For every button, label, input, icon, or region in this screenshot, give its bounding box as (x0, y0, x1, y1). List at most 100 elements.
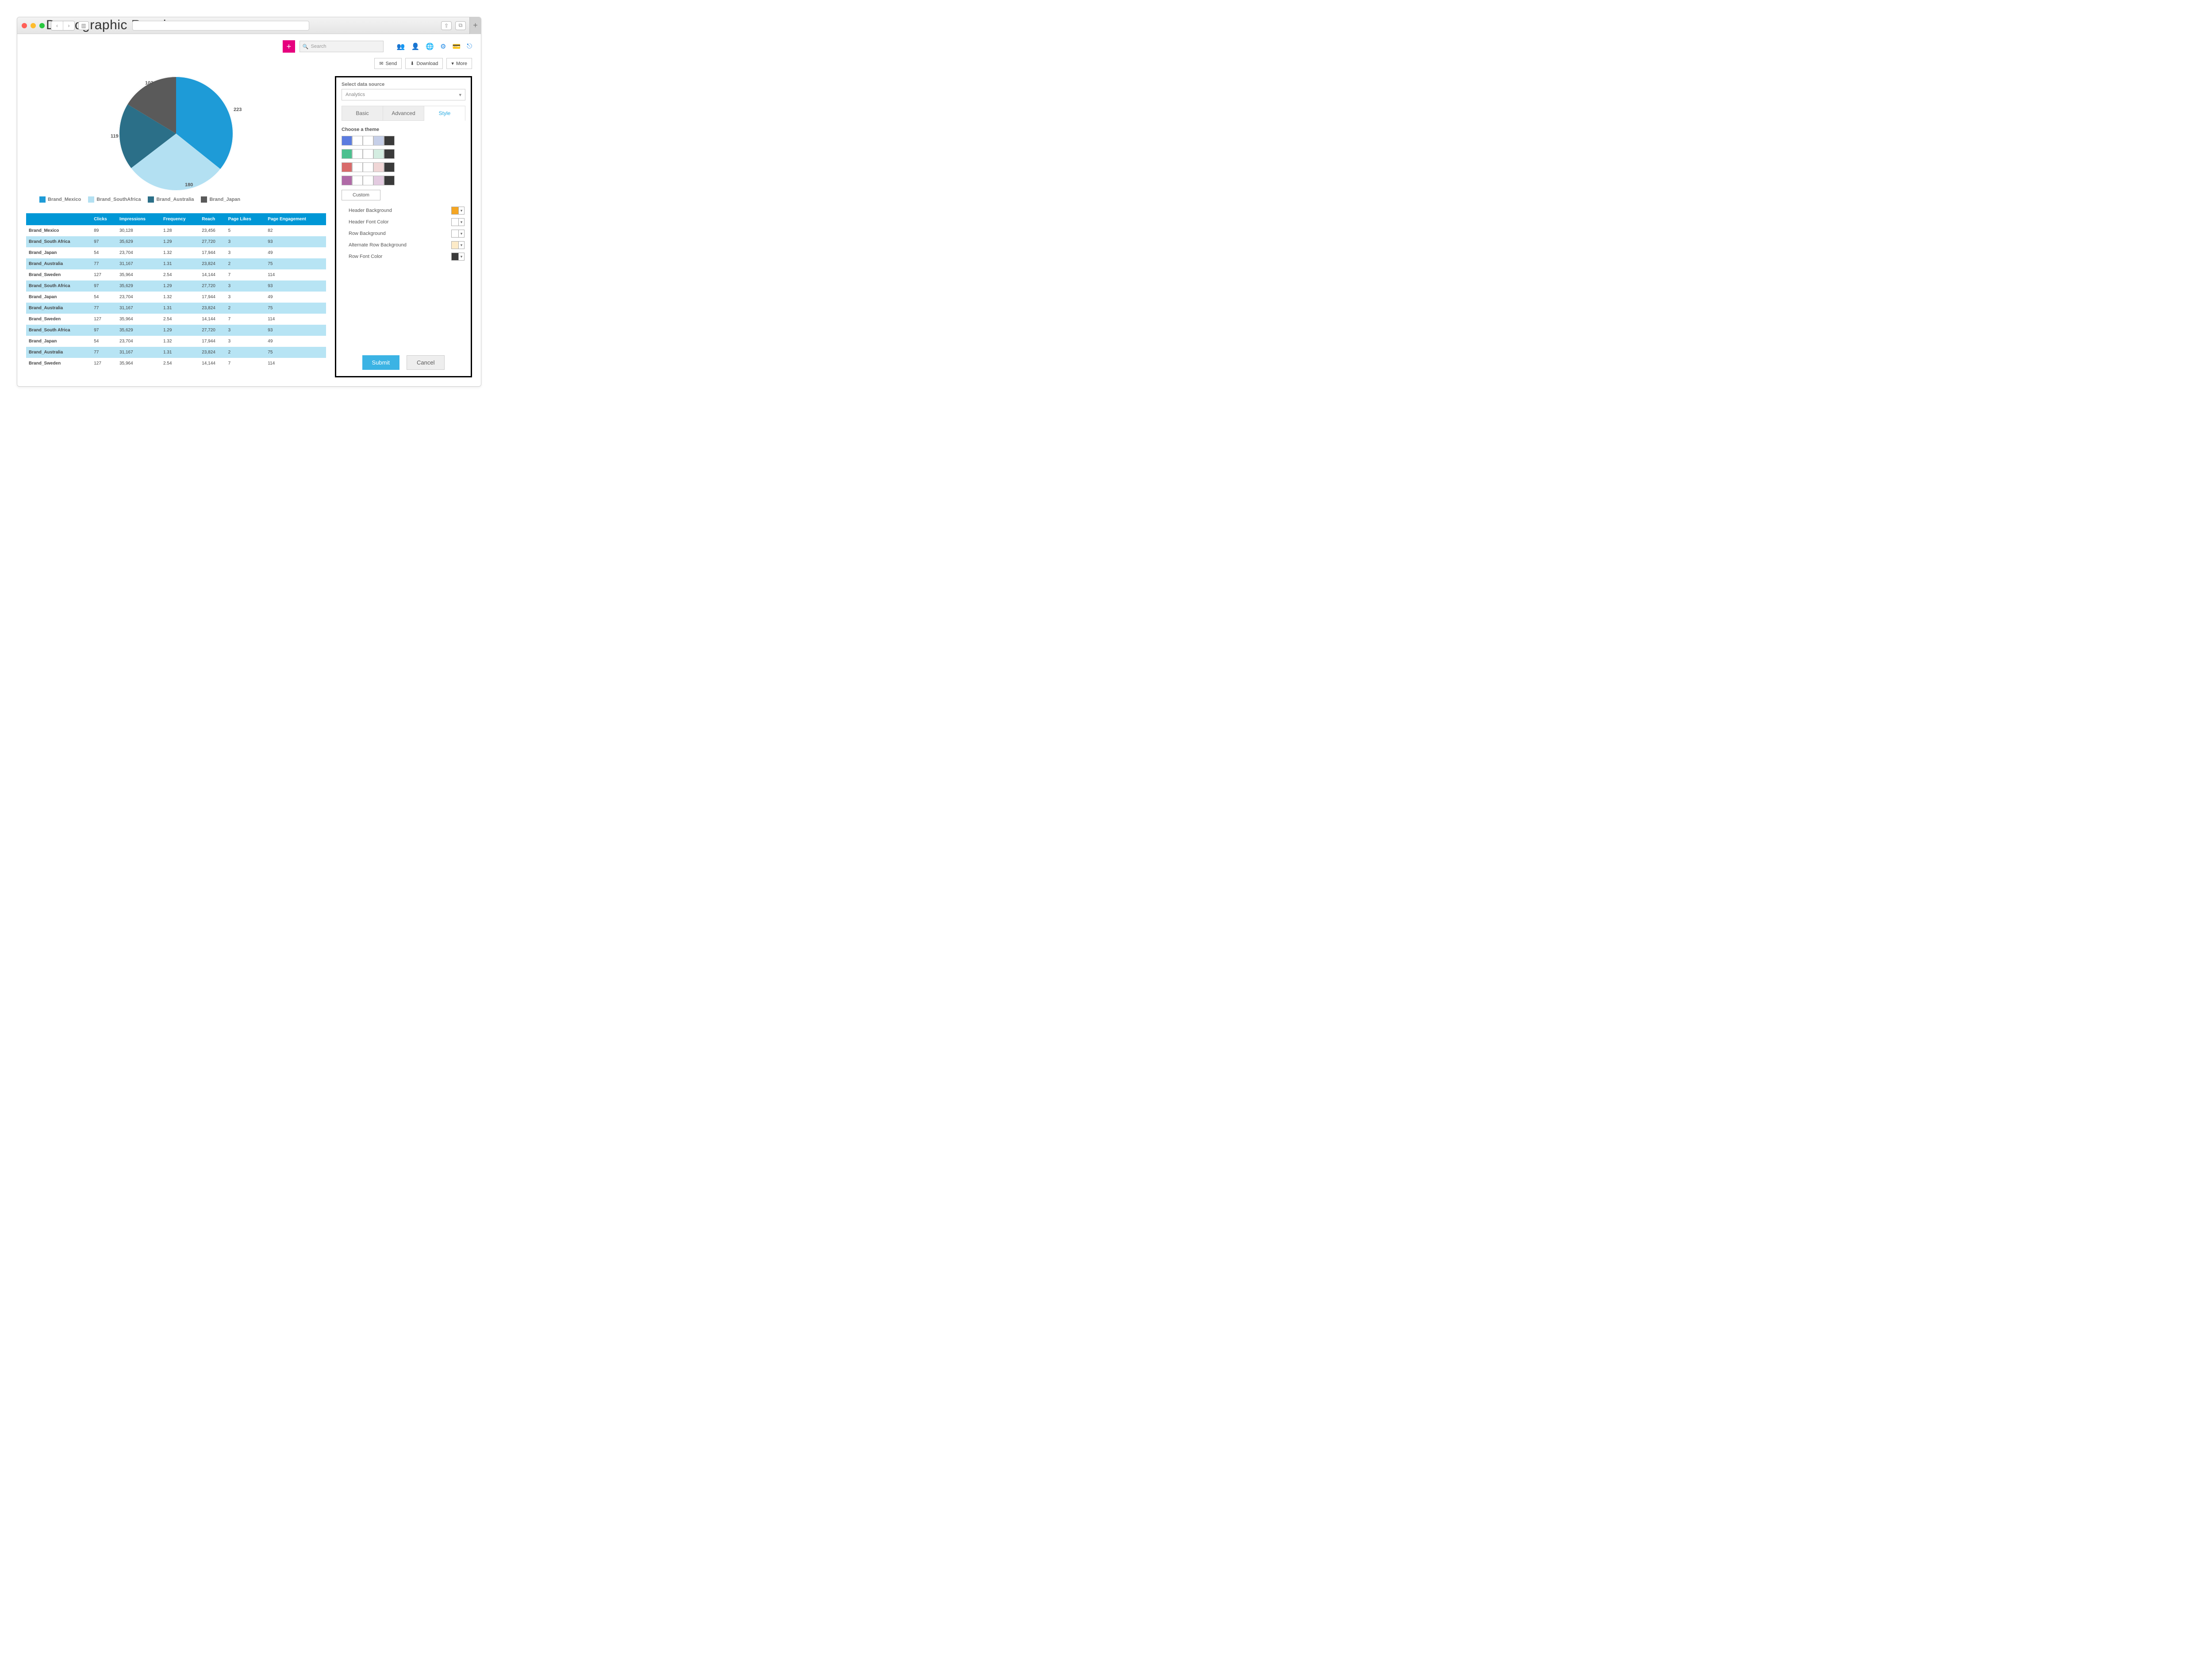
data-source-label: Select data source (342, 82, 465, 87)
traffic-close-icon[interactable] (22, 23, 27, 28)
theme-row[interactable] (342, 162, 465, 172)
chevron-down-icon: ▾ (451, 61, 454, 66)
chevron-down-icon: ▾ (459, 254, 464, 259)
style-option-row: Header Background ▾ (336, 205, 471, 216)
card-icon[interactable]: 💳 (452, 42, 461, 50)
chevron-down-icon: ▾ (459, 220, 464, 225)
theme-swatch (373, 176, 384, 185)
download-icon: ⬇ (410, 61, 414, 66)
style-option-row: Row Font Color ▾ (336, 251, 471, 262)
users-icon[interactable]: 👥 (397, 42, 405, 50)
send-button[interactable]: ✉Send (374, 58, 402, 69)
style-option-label: Alternate Row Background (349, 242, 407, 248)
chevron-down-icon: ▾ (459, 231, 464, 236)
table-row: Brand_Australia7731,1671.3123,824275 (26, 347, 326, 358)
theme-swatch (363, 136, 373, 146)
data-table: ClicksImpressionsFrequencyReachPage Like… (26, 213, 326, 369)
theme-swatch (363, 176, 373, 185)
table-header-cell: Page Likes (226, 213, 265, 225)
theme-swatch (384, 162, 395, 172)
submit-button[interactable]: Submit (362, 355, 399, 370)
globe-icon[interactable]: 🌐 (426, 42, 434, 50)
tabs-icon[interactable]: ⧉ (455, 21, 466, 30)
theme-swatch (352, 149, 363, 159)
profile-icon[interactable]: 👤 (411, 42, 420, 50)
table-row: Brand_Sweden12735,9642.5414,1447114 (26, 314, 326, 325)
color-picker[interactable]: ▾ (451, 241, 465, 249)
new-tab-icon[interactable]: + (469, 17, 481, 34)
theme-swatch (373, 149, 384, 159)
table-row: Brand_Sweden12735,9642.5414,1447114 (26, 358, 326, 369)
nav-back-forward[interactable]: ‹ › (51, 21, 75, 31)
share-icon[interactable]: ⇪ (441, 21, 452, 30)
traffic-min-icon[interactable] (31, 23, 36, 28)
theme-row[interactable] (342, 136, 465, 146)
table-row: Brand_Mexico8930,1281.2823,456582 (26, 225, 326, 236)
mail-icon: ✉ (379, 61, 383, 66)
download-button[interactable]: ⬇Download (405, 58, 443, 69)
color-picker[interactable]: ▾ (451, 253, 465, 261)
chevron-down-icon: ▾ (459, 243, 464, 248)
data-source-select[interactable]: Analytics ▾ (342, 89, 465, 100)
table-row: Brand_South Africa9735,6291.2927,720393 (26, 280, 326, 292)
browser-window: ‹ › ▥ ⇪ ⧉ + + 🔍 Search 👥 👤 🌐 ⚙ 💳 ⎋ ✉Send… (17, 17, 481, 387)
url-bar[interactable] (132, 21, 309, 31)
exit-icon[interactable]: ⎋ (467, 42, 472, 50)
style-option-row: Header Font Color ▾ (336, 216, 471, 228)
legend-swatch (201, 196, 207, 203)
chevron-down-icon: ▾ (459, 92, 461, 98)
theme-row[interactable] (342, 176, 465, 185)
color-picker[interactable]: ▾ (451, 218, 465, 226)
header-icons: 👥 👤 🌐 ⚙ 💳 ⎋ (397, 42, 472, 50)
custom-theme-button[interactable]: Custom (342, 190, 380, 200)
panel-tab[interactable]: Basic (342, 106, 383, 120)
chevron-down-icon: ▾ (459, 208, 464, 213)
theme-swatch (352, 176, 363, 185)
theme-swatch (342, 149, 352, 159)
style-option-row: Row Background ▾ (336, 228, 471, 239)
nav-back-icon[interactable]: ‹ (51, 21, 63, 30)
style-option-label: Header Background (349, 208, 392, 213)
table-row: Brand_South Africa9735,6291.2927,720393 (26, 236, 326, 247)
legend-item: Brand_Mexico (39, 196, 81, 203)
legend-swatch (88, 196, 94, 203)
table-header-row: ClicksImpressionsFrequencyReachPage Like… (26, 213, 326, 225)
color-swatch (452, 242, 459, 249)
theme-swatch (384, 149, 395, 159)
color-picker[interactable]: ▾ (451, 207, 465, 215)
legend-swatch (148, 196, 154, 203)
theme-row[interactable] (342, 149, 465, 159)
nav-forward-icon[interactable]: › (63, 21, 74, 30)
sidebar-toggle-icon[interactable]: ▥ (78, 21, 89, 30)
table-row: Brand_Japan5423,7041.3217,944349 (26, 336, 326, 347)
add-button[interactable]: + (283, 40, 295, 53)
table-row: Brand_Sweden12735,9642.5414,1447114 (26, 269, 326, 280)
gear-icon[interactable]: ⚙ (440, 42, 446, 50)
table-header-cell: Clicks (91, 213, 117, 225)
search-placeholder: Search (311, 44, 326, 49)
cancel-button[interactable]: Cancel (407, 355, 445, 370)
pie-value-label: 102 (145, 81, 153, 86)
style-option-label: Row Background (349, 231, 386, 236)
theme-swatch (352, 162, 363, 172)
search-input[interactable]: 🔍 Search (300, 41, 384, 52)
panel-tabs: BasicAdvancedStyle (342, 106, 465, 121)
style-option-label: Header Font Color (349, 219, 389, 225)
color-swatch (452, 253, 459, 260)
style-option-label: Row Font Color (349, 254, 382, 259)
theme-swatch (384, 136, 395, 146)
panel-tab[interactable]: Advanced (383, 106, 424, 120)
table-row: Brand_Japan5423,7041.3217,944349 (26, 247, 326, 258)
color-swatch (452, 219, 459, 226)
color-picker[interactable]: ▾ (451, 230, 465, 238)
theme-swatch (373, 162, 384, 172)
traffic-max-icon[interactable] (39, 23, 45, 28)
pie-value-label: 119 (111, 134, 119, 139)
legend-item: Brand_Australia (148, 196, 194, 203)
pie-value-label: 223 (234, 107, 242, 112)
legend-item: Brand_SouthAfrica (88, 196, 141, 203)
style-option-row: Alternate Row Background ▾ (336, 239, 471, 251)
pie-chart: 223180119102 (119, 76, 234, 191)
panel-tab[interactable]: Style (424, 106, 465, 121)
more-button[interactable]: ▾More (446, 58, 472, 69)
